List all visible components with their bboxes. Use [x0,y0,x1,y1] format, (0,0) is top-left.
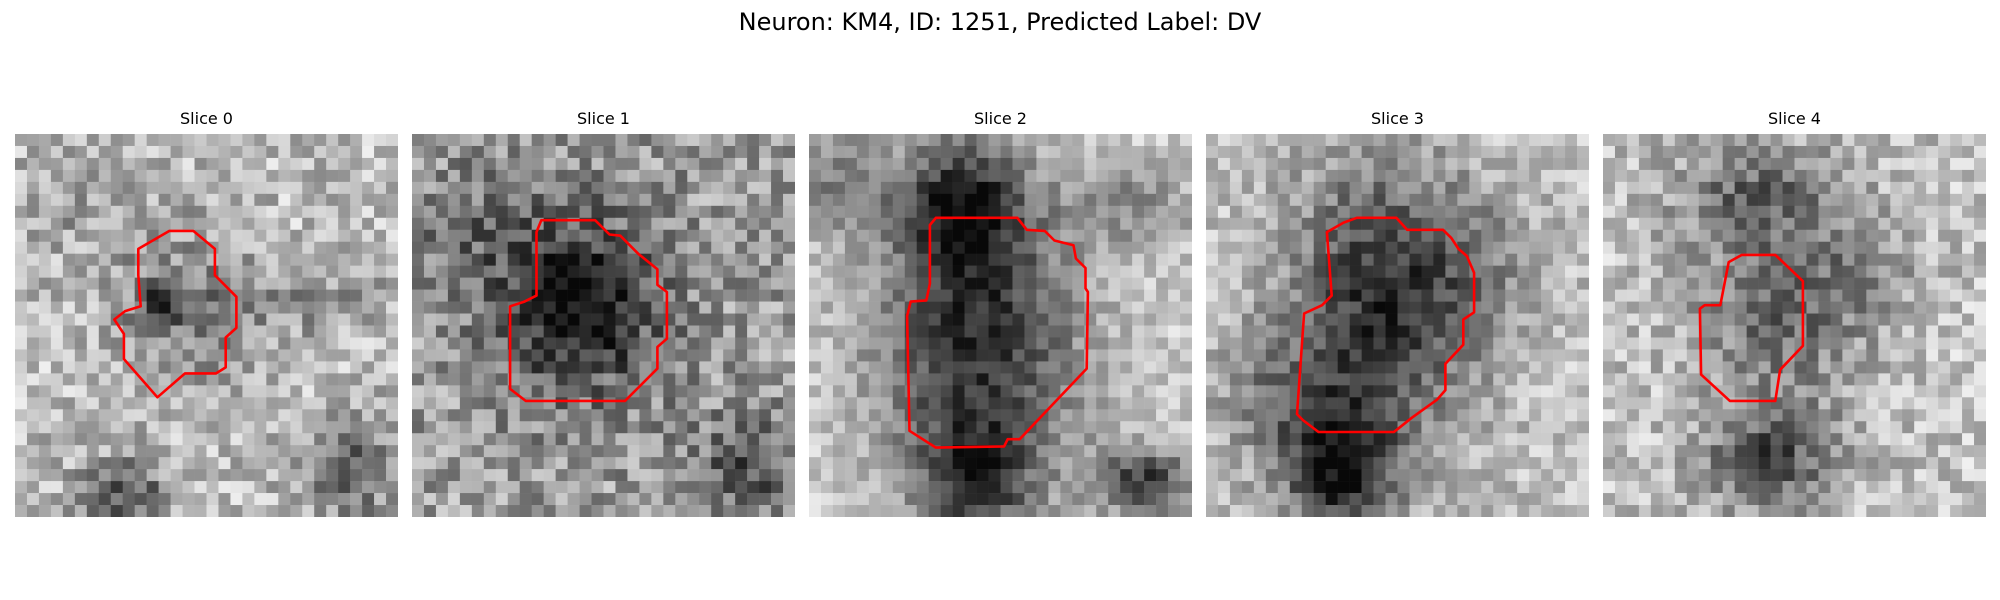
slice-image-3 [1206,134,1589,517]
slice-title-0: Slice 0 [180,109,233,128]
slice-panel-0: Slice 0 [15,108,398,517]
neuron-contour-2 [905,216,1090,449]
slice-title-2: Slice 2 [974,109,1027,128]
neuron-contour-4 [1698,253,1805,403]
slice-pixels-4 [1603,134,1986,517]
slice-pixels-1 [412,134,795,517]
slice-title-3: Slice 3 [1371,109,1424,128]
slice-image-0 [15,134,398,517]
slice-panel-3: Slice 3 [1206,108,1589,517]
figure-title: Neuron: KM4, ID: 1251, Predicted Label: … [738,8,1262,36]
slice-title-1: Slice 1 [577,109,630,128]
neuron-contour-3 [1295,216,1476,434]
slice-pixels-0 [15,134,398,517]
slice-panel-2: Slice 2 [809,108,1192,517]
slice-title-4: Slice 4 [1768,109,1821,128]
slice-pixels-3 [1206,134,1589,517]
slice-image-1 [412,134,795,517]
slice-panel-1: Slice 1 [412,108,795,517]
slice-image-2 [809,134,1192,517]
neuron-contour-1 [508,218,669,403]
neuron-contour-0 [113,229,238,399]
slice-image-4 [1603,134,1986,517]
slice-pixels-2 [809,134,1192,517]
slice-panel-4: Slice 4 [1603,108,1986,517]
